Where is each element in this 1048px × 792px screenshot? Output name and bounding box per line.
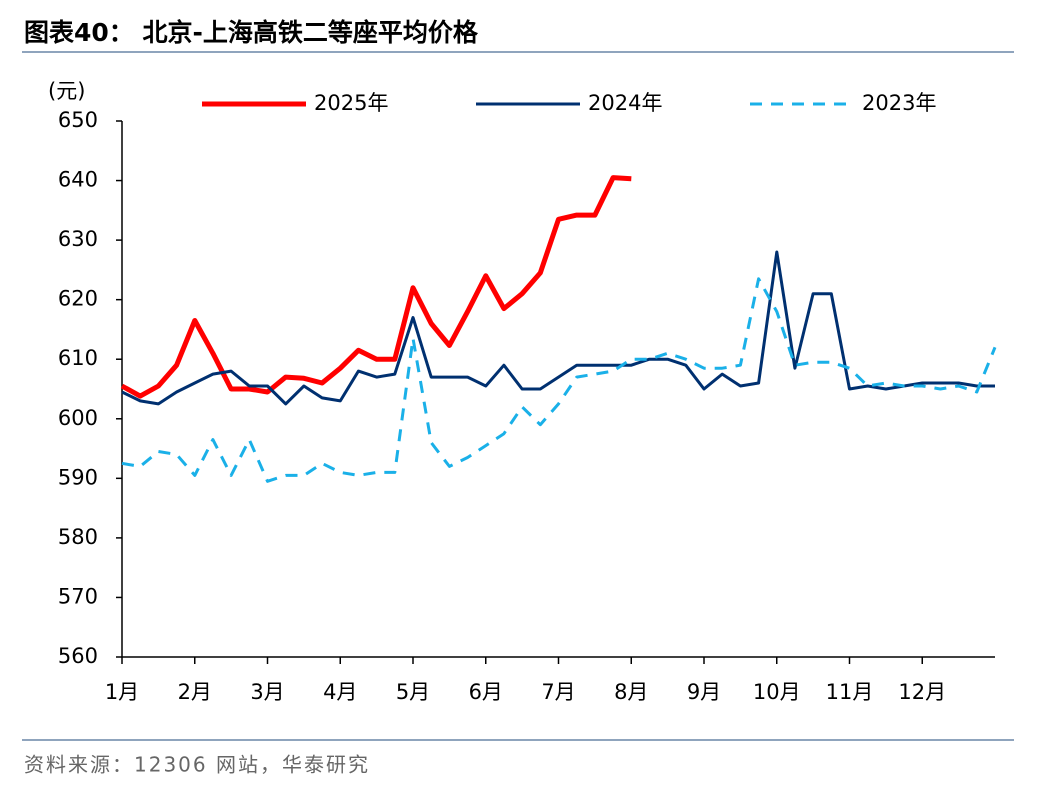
legend-label: 2024年 — [588, 91, 662, 115]
y-axis-label: (元) — [48, 79, 85, 103]
series-line — [121, 250, 995, 406]
chart-title: 图表40： 北京-上海高铁二等座平均价格 — [24, 18, 479, 47]
x-tick-label: 12月 — [898, 680, 946, 704]
source: 资料来源：12306 网站，华泰研究 — [24, 753, 370, 777]
x-tick-label: 5月 — [396, 680, 430, 704]
series-line — [120, 175, 632, 399]
y-tick-label: 600 — [58, 406, 98, 430]
x-tick-label: 9月 — [687, 680, 721, 704]
y-tick-label: 620 — [58, 287, 98, 311]
legend-label: 2025年 — [314, 91, 388, 115]
y-tick-label: 630 — [58, 227, 98, 251]
x-tick-label: 10月 — [753, 680, 801, 704]
x-tick-label: 4月 — [323, 680, 357, 704]
x-tick-label: 1月 — [105, 680, 139, 704]
y-tick-label: 580 — [58, 525, 98, 549]
y-tick-label: 570 — [58, 584, 98, 608]
y-tick-label: 640 — [58, 168, 98, 192]
y-tick-label: 590 — [58, 465, 98, 489]
x-tick-label: 3月 — [250, 680, 284, 704]
y-tick-label: 560 — [58, 644, 98, 668]
x-tick-label: 8月 — [614, 680, 648, 704]
legend-label: 2023年 — [862, 91, 936, 115]
y-tick-label: 650 — [58, 108, 98, 132]
x-tick-label: 2月 — [178, 680, 212, 704]
x-tick-label: 11月 — [826, 680, 874, 704]
x-tick-label: 6月 — [469, 680, 503, 704]
y-tick-label: 610 — [58, 346, 98, 370]
series-line — [121, 277, 997, 483]
x-tick-label: 7月 — [541, 680, 575, 704]
